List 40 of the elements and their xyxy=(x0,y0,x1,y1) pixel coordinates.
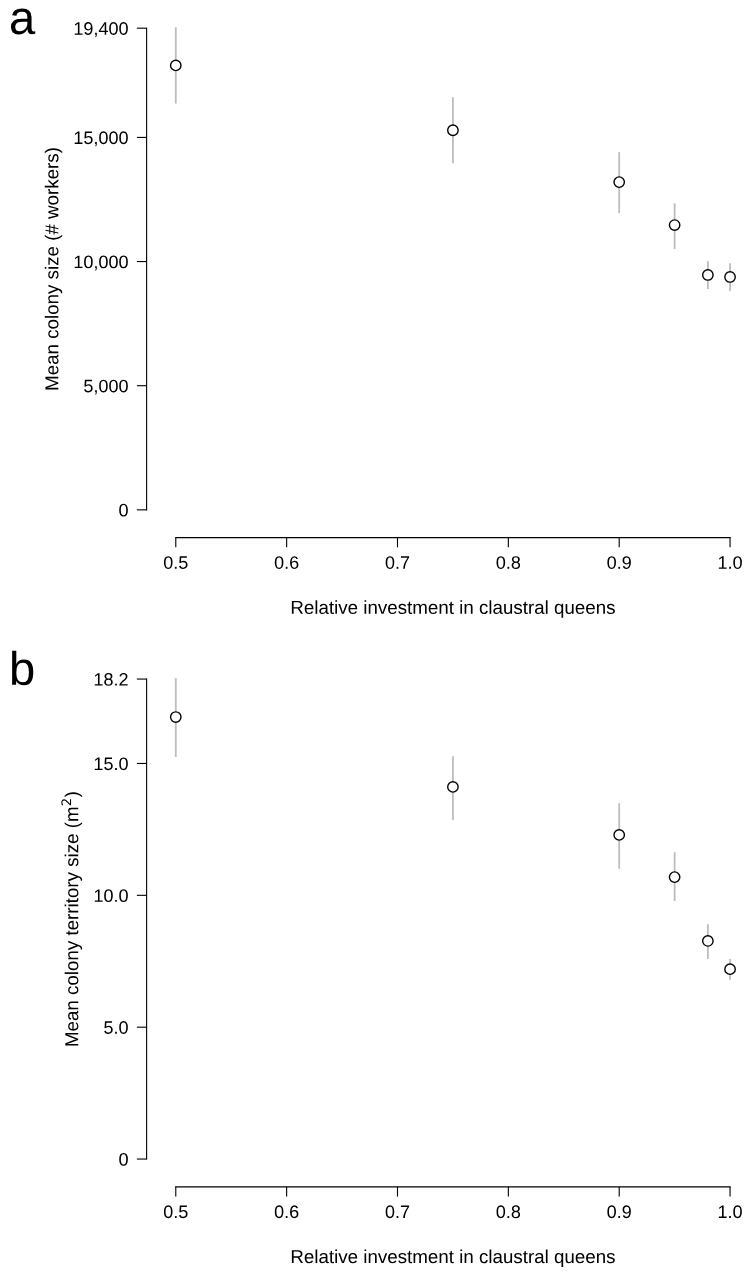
y-tick-label: 0 xyxy=(119,503,128,517)
x-tick-label: 0.8 xyxy=(496,556,521,569)
y-tick-label: 10,000 xyxy=(74,255,128,271)
point xyxy=(724,271,736,283)
x-tick-label: 1.0 xyxy=(718,556,742,569)
y-tick-label: 0 xyxy=(119,1152,128,1166)
y-tick-label: 19,400 xyxy=(74,22,128,38)
point xyxy=(668,219,681,231)
x-tick-label: 0.9 xyxy=(607,556,631,569)
point xyxy=(668,871,681,884)
x-axis-title: Relative investment in claustral queens xyxy=(291,1249,615,1267)
point xyxy=(701,269,714,281)
y-axis-title: Mean colony territory size (m$^{2}$) xyxy=(61,792,83,1046)
x-tick-label: 0.6 xyxy=(274,556,299,569)
point xyxy=(613,176,626,189)
y-tick-label: 10.0 xyxy=(94,889,128,903)
x-tick-label: 0.9 xyxy=(607,1205,631,1219)
x-tick-label: 0.7 xyxy=(385,556,410,569)
x-tick-label: 0.8 xyxy=(496,1205,521,1219)
point xyxy=(447,124,459,137)
x-tick-label: 0.6 xyxy=(274,1205,299,1219)
point xyxy=(701,935,714,947)
point xyxy=(724,963,736,976)
text: a xyxy=(10,8,36,35)
y-axis-title: Mean colony size (# workers) xyxy=(44,148,63,390)
point xyxy=(613,829,626,841)
x-tick-label: 1.0 xyxy=(718,1205,742,1219)
text: b xyxy=(12,650,34,686)
x-axis-title: Relative investment in claustral queens xyxy=(291,600,615,618)
y-tick-label: 5,000 xyxy=(84,379,128,395)
y-tick-label: 5.0 xyxy=(104,1021,128,1034)
x-tick-label: 0.5 xyxy=(163,556,188,569)
y-tick-label: 15,000 xyxy=(74,131,128,147)
y-tick-label: 15.0 xyxy=(94,757,128,771)
point xyxy=(447,781,459,793)
point xyxy=(169,59,182,72)
point xyxy=(169,711,182,723)
x-tick-label: 0.5 xyxy=(163,1205,188,1219)
y-tick-label: 18.2 xyxy=(94,672,128,686)
x-tick-label: 0.7 xyxy=(385,1205,410,1219)
